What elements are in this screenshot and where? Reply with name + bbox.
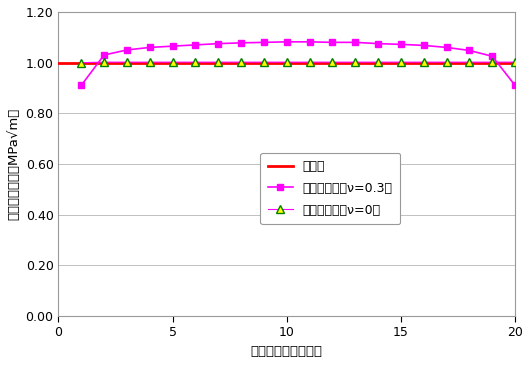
本システム（ν=0） xyxy=(489,60,496,64)
Legend: 理論解, 本システム（ν=0.3）, 本システム（ν=0）: 理論解, 本システム（ν=0.3）, 本システム（ν=0） xyxy=(260,153,400,224)
本システム（ν=0.3） xyxy=(192,43,199,47)
本システム（ν=0） xyxy=(192,60,199,64)
Y-axis label: 応力拡大係数（MPa√m）: 応力拡大係数（MPa√m） xyxy=(7,108,20,220)
本システム（ν=0.3） xyxy=(489,54,496,58)
本システム（ν=0.3） xyxy=(329,40,335,45)
本システム（ν=0） xyxy=(215,60,222,64)
本システム（ν=0.3） xyxy=(284,40,290,44)
本システム（ν=0.3） xyxy=(101,53,107,57)
本システム（ν=0） xyxy=(421,60,427,64)
本システム（ν=0） xyxy=(444,60,450,64)
本システム（ν=0.3） xyxy=(261,40,267,45)
Line: 本システム（ν=0）: 本システム（ν=0） xyxy=(77,58,519,67)
本システム（ν=0） xyxy=(512,60,518,64)
本システム（ν=0） xyxy=(101,60,107,64)
本システム（ν=0） xyxy=(78,61,84,65)
本システム（ν=0.3） xyxy=(421,43,427,47)
本システム（ν=0.3） xyxy=(512,83,518,88)
本システム（ν=0） xyxy=(261,60,267,64)
本システム（ν=0） xyxy=(146,60,153,64)
本システム（ν=0） xyxy=(466,60,473,64)
本システム（ν=0） xyxy=(284,60,290,64)
本システム（ν=0） xyxy=(352,60,358,64)
本システム（ν=0） xyxy=(306,60,313,64)
本システム（ν=0.3） xyxy=(444,45,450,50)
本システム（ν=0） xyxy=(170,60,176,64)
本システム（ν=0.3） xyxy=(215,42,222,46)
本システム（ν=0） xyxy=(123,60,130,64)
本システム（ν=0.3） xyxy=(375,42,381,46)
本システム（ν=0.3） xyxy=(398,42,404,47)
本システム（ν=0.3） xyxy=(466,48,473,53)
本システム（ν=0.3） xyxy=(170,44,176,48)
X-axis label: き裂前縁節点の位置: き裂前縁節点の位置 xyxy=(251,345,323,358)
本システム（ν=0.3） xyxy=(352,40,358,45)
Line: 本システム（ν=0.3）: 本システム（ν=0.3） xyxy=(78,38,518,89)
本システム（ν=0） xyxy=(398,60,404,64)
本システム（ν=0.3） xyxy=(123,48,130,52)
本システム（ν=0.3） xyxy=(238,41,244,45)
本システム（ν=0.3） xyxy=(78,83,84,88)
本システム（ν=0） xyxy=(329,60,335,64)
本システム（ν=0.3） xyxy=(146,45,153,50)
本システム（ν=0） xyxy=(238,60,244,64)
本システム（ν=0.3） xyxy=(306,40,313,44)
本システム（ν=0） xyxy=(375,60,381,64)
